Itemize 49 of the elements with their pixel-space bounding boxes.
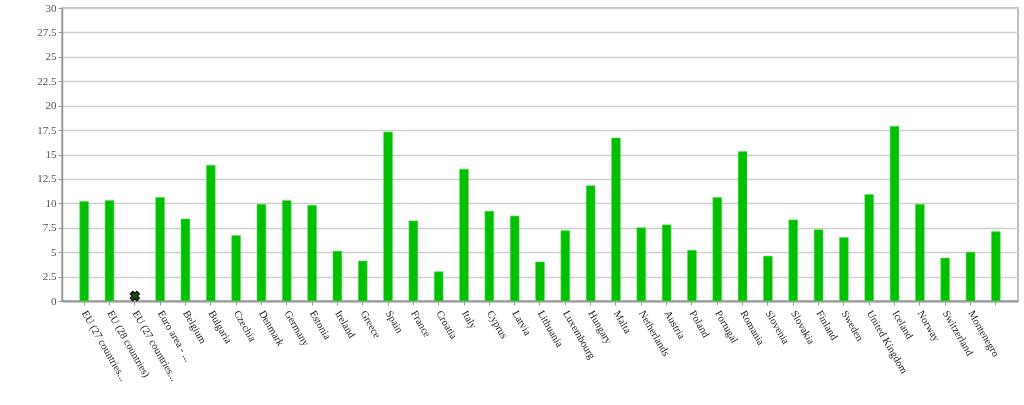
y-tick-label: 12.5 (37, 172, 57, 185)
bar (763, 255, 773, 302)
bar (915, 204, 925, 302)
y-tick-label: 25 (45, 50, 57, 63)
bar (433, 271, 444, 302)
y-tick-label: 22.5 (37, 74, 57, 87)
bar (307, 204, 317, 302)
bar (358, 260, 368, 302)
bar (636, 227, 647, 302)
bar (535, 261, 545, 302)
bar (155, 197, 165, 302)
bar (282, 200, 292, 302)
bar (661, 224, 672, 302)
bar (813, 229, 824, 302)
bar (408, 220, 419, 302)
bar (104, 200, 115, 302)
y-tick-label: 27.5 (37, 25, 57, 38)
y-tick-label: 20 (45, 99, 57, 112)
bar (889, 125, 900, 302)
bar (509, 215, 520, 302)
y-tick-label: 2.5 (42, 270, 57, 283)
bar (611, 137, 621, 302)
bar (180, 218, 191, 302)
bar (712, 197, 722, 302)
bar (687, 249, 697, 302)
y-tick-label: 5 (51, 245, 57, 258)
bar (737, 151, 748, 302)
y-tick-label: 0 (51, 294, 57, 307)
bar (940, 257, 950, 302)
bar (459, 168, 469, 302)
y-tick-label: 17.5 (37, 123, 57, 136)
bar (864, 194, 874, 302)
bar (383, 131, 393, 302)
bar (206, 164, 216, 302)
y-tick-label: 30 (45, 1, 57, 14)
bar (839, 237, 849, 302)
bar (79, 201, 89, 302)
bar (991, 231, 1001, 302)
bar (256, 204, 267, 302)
bar (231, 235, 241, 302)
y-tick-label: 10 (45, 196, 57, 209)
bar (585, 185, 596, 302)
y-tick-label: 7.5 (42, 221, 57, 234)
bar (560, 230, 571, 302)
y-tick-label: 15 (45, 148, 57, 160)
bar (788, 219, 798, 302)
bar (484, 210, 495, 302)
bar (965, 251, 976, 302)
bar (332, 250, 343, 302)
